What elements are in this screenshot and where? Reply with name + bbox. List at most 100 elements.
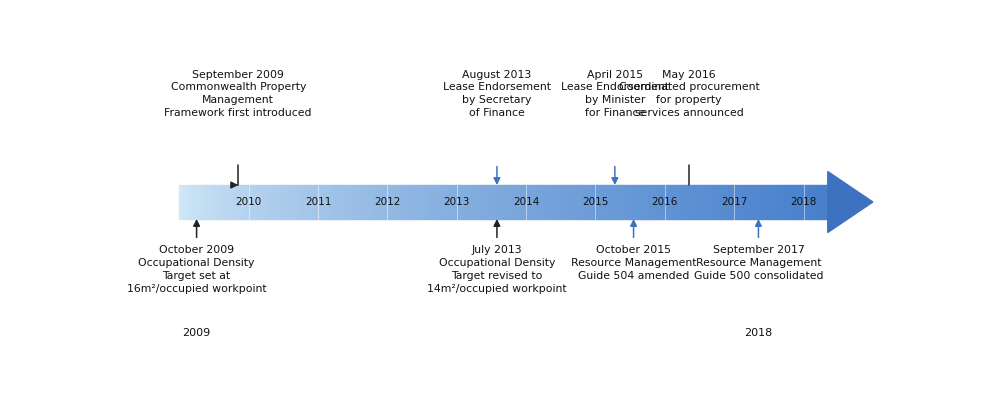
Bar bbox=[698, 185, 700, 219]
Bar bbox=[369, 185, 372, 219]
Bar bbox=[562, 185, 564, 219]
Bar bbox=[201, 185, 203, 219]
Bar bbox=[666, 185, 668, 219]
Bar bbox=[287, 185, 290, 219]
Text: 2011: 2011 bbox=[305, 197, 331, 207]
Text: 2016: 2016 bbox=[652, 197, 678, 207]
Bar bbox=[214, 185, 216, 219]
Bar bbox=[644, 185, 646, 219]
Bar bbox=[754, 185, 756, 219]
Bar bbox=[404, 185, 406, 219]
Bar bbox=[437, 185, 439, 219]
Bar bbox=[685, 185, 687, 219]
Bar bbox=[577, 185, 579, 219]
Bar bbox=[393, 185, 395, 219]
Bar bbox=[625, 185, 627, 219]
Bar bbox=[672, 185, 674, 219]
Bar bbox=[495, 185, 497, 219]
Bar bbox=[642, 185, 644, 219]
Bar bbox=[220, 185, 222, 219]
Bar bbox=[432, 185, 434, 219]
Bar bbox=[430, 185, 432, 219]
Bar bbox=[486, 185, 488, 219]
Bar bbox=[748, 185, 750, 219]
Bar bbox=[389, 185, 391, 219]
Bar bbox=[186, 185, 188, 219]
Bar bbox=[653, 185, 655, 219]
Bar bbox=[733, 185, 735, 219]
Bar bbox=[726, 185, 728, 219]
Bar bbox=[244, 185, 246, 219]
Bar bbox=[776, 185, 778, 219]
Bar bbox=[741, 185, 743, 219]
Bar bbox=[238, 185, 240, 219]
Bar bbox=[735, 185, 737, 219]
Bar bbox=[460, 185, 462, 219]
Bar bbox=[207, 185, 210, 219]
Bar bbox=[339, 185, 341, 219]
Bar bbox=[400, 185, 402, 219]
Bar bbox=[428, 185, 430, 219]
Bar bbox=[294, 185, 296, 219]
Bar bbox=[290, 185, 292, 219]
Bar bbox=[300, 185, 302, 219]
Bar bbox=[501, 185, 504, 219]
Bar bbox=[387, 185, 389, 219]
Bar bbox=[285, 185, 287, 219]
Bar bbox=[456, 185, 458, 219]
Bar bbox=[534, 185, 536, 219]
Bar bbox=[635, 185, 638, 219]
Bar bbox=[253, 185, 255, 219]
Bar bbox=[352, 185, 354, 219]
Bar bbox=[210, 185, 212, 219]
Bar bbox=[473, 185, 475, 219]
Bar bbox=[233, 185, 235, 219]
Bar bbox=[804, 185, 806, 219]
Text: 2012: 2012 bbox=[374, 197, 401, 207]
Bar bbox=[192, 185, 194, 219]
Bar bbox=[780, 185, 782, 219]
Bar bbox=[419, 185, 421, 219]
Bar bbox=[648, 185, 651, 219]
Bar bbox=[298, 185, 300, 219]
Bar bbox=[411, 185, 413, 219]
Bar bbox=[449, 185, 452, 219]
Bar bbox=[385, 185, 387, 219]
Text: August 2013
Lease Endorsement
by Secretary
of Finance: August 2013 Lease Endorsement by Secreta… bbox=[443, 70, 551, 118]
Bar bbox=[778, 185, 780, 219]
Bar bbox=[791, 185, 793, 219]
Bar bbox=[467, 185, 469, 219]
Bar bbox=[739, 185, 741, 219]
Bar bbox=[622, 185, 625, 219]
Bar bbox=[607, 185, 609, 219]
Bar bbox=[398, 185, 400, 219]
Bar bbox=[324, 185, 326, 219]
Bar bbox=[795, 185, 798, 219]
Bar bbox=[376, 185, 378, 219]
Bar bbox=[493, 185, 495, 219]
Bar bbox=[633, 185, 635, 219]
Bar bbox=[365, 185, 367, 219]
Bar bbox=[482, 185, 484, 219]
Bar bbox=[759, 185, 761, 219]
Bar bbox=[350, 185, 352, 219]
Bar bbox=[441, 185, 443, 219]
Bar bbox=[670, 185, 672, 219]
Bar bbox=[819, 185, 821, 219]
Bar bbox=[782, 185, 785, 219]
Bar bbox=[452, 185, 454, 219]
Text: May 2016
Coordinated procurement
for property
services announced: May 2016 Coordinated procurement for pro… bbox=[619, 70, 759, 118]
Bar bbox=[646, 185, 648, 219]
Bar bbox=[640, 185, 642, 219]
Bar bbox=[357, 185, 359, 219]
Bar bbox=[772, 185, 774, 219]
Bar bbox=[205, 185, 207, 219]
Bar bbox=[417, 185, 419, 219]
Bar bbox=[560, 185, 562, 219]
Bar bbox=[789, 185, 791, 219]
Bar bbox=[462, 185, 465, 219]
Bar bbox=[579, 185, 581, 219]
Bar bbox=[374, 185, 376, 219]
Bar bbox=[661, 185, 663, 219]
Bar bbox=[540, 185, 542, 219]
